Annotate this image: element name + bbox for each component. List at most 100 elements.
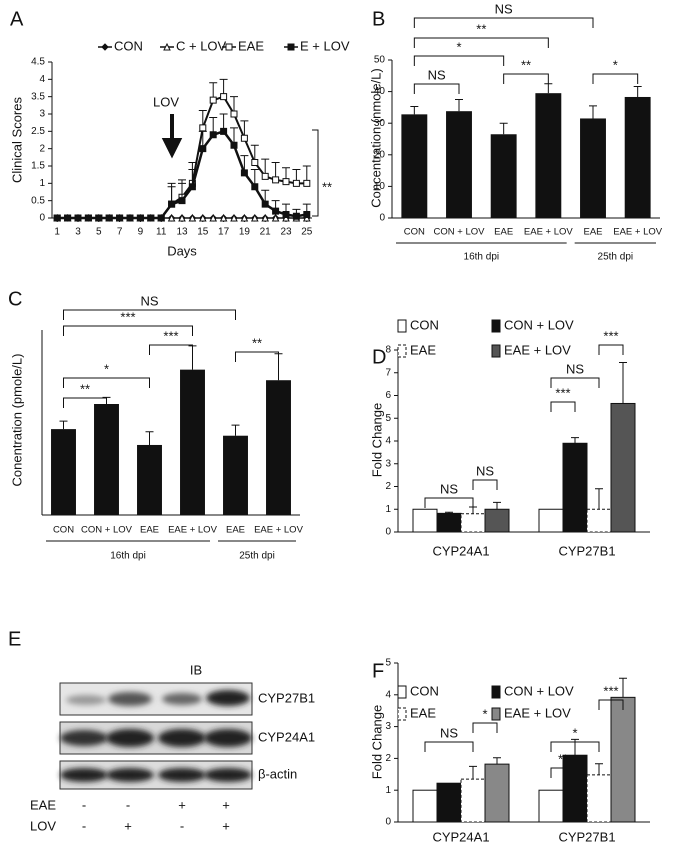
error-bar [544, 83, 553, 94]
significance-bracket [63, 377, 150, 388]
data-point [261, 200, 269, 208]
data-point [219, 213, 228, 222]
y-tick-label: 0.5 [31, 195, 45, 206]
error-bar [145, 431, 154, 445]
x-axis-label: Days [167, 243, 197, 258]
band [158, 729, 206, 747]
legend-swatch [491, 685, 501, 699]
data-point [136, 214, 144, 222]
significance-bracket [592, 73, 639, 84]
significance-label: NS [440, 725, 458, 740]
y-tick-label: 50 [374, 55, 386, 66]
condition-sign: - [180, 818, 184, 833]
error-bar [469, 765, 477, 780]
error-bar [493, 501, 501, 510]
significance-label: NS [476, 463, 494, 478]
bar [538, 789, 564, 823]
y-axis-label: Concentration (nmole/L) [368, 68, 383, 207]
legend-swatch [397, 344, 407, 358]
bar [538, 508, 564, 533]
error-bar [455, 99, 463, 112]
y-tick-label: 4 [385, 689, 391, 700]
legend-label: CON + LOV [504, 317, 574, 332]
significance-label: NS [140, 293, 158, 308]
band-label: CYP24A1 [258, 729, 315, 744]
data-point [126, 214, 134, 222]
legend-marker [163, 42, 171, 51]
bar [223, 435, 248, 515]
panel-letter: F [372, 660, 384, 682]
error-bar [571, 437, 579, 444]
data-point [209, 96, 217, 104]
significance-label: ** [80, 381, 90, 396]
y-axis-label: Fold Change [369, 403, 384, 477]
data-point [272, 207, 280, 215]
bar [586, 508, 612, 533]
panel-letter: B [372, 8, 385, 30]
data-point [84, 214, 92, 222]
data-point [303, 179, 311, 187]
significance-label: * [104, 361, 109, 376]
legend-label: C + LOV [176, 38, 227, 53]
legend-marker [225, 43, 233, 51]
y-tick-label: 30 [374, 118, 386, 129]
data-point [95, 214, 103, 222]
data-point [230, 141, 238, 149]
bar [436, 782, 462, 823]
x-tick-label: EAE + LOV [613, 227, 663, 238]
significance-label: *** [603, 328, 618, 343]
data-point [53, 214, 61, 222]
data-point [116, 214, 124, 222]
significance-label: * [456, 39, 461, 54]
band [108, 692, 152, 706]
significance-bracket [598, 699, 624, 710]
error-bar [633, 86, 642, 97]
y-tick-label: 3.5 [31, 91, 45, 102]
annotation: LOV [153, 94, 179, 109]
bar [412, 789, 438, 823]
legend-swatch [491, 344, 501, 358]
band [162, 693, 202, 705]
significance-bracket [598, 344, 624, 355]
bar [436, 512, 462, 533]
x-tick-label: 25 [301, 227, 313, 238]
significance-label: ** [252, 335, 262, 350]
significance-label: *** [603, 683, 618, 698]
data-point [157, 214, 165, 222]
significance-label: * [572, 725, 577, 740]
x-tick-label: EAE + LOV [168, 525, 218, 536]
bar [137, 444, 162, 515]
significance-bracket [63, 309, 236, 320]
legend-label: E + LOV [300, 38, 350, 53]
bar [460, 513, 486, 533]
data-point [167, 213, 176, 222]
significance-bracket [63, 397, 107, 408]
y-tick-label: 1 [39, 178, 45, 189]
significance-bracket [149, 344, 193, 355]
bar [580, 118, 606, 218]
data-point [240, 134, 248, 142]
x-tick-label: 1 [54, 227, 60, 238]
significance-bracket [413, 17, 594, 28]
significance-label: ** [476, 21, 486, 36]
band [204, 768, 252, 782]
bar [460, 778, 486, 823]
bar [490, 134, 517, 218]
significance-bracket [503, 73, 549, 84]
legend-label: EAE + LOV [504, 705, 571, 720]
legend-label: EAE + LOV [504, 342, 571, 357]
legend-swatch [397, 685, 407, 699]
y-axis-label: Conentration (pmole/L) [9, 354, 24, 487]
x-tick-label: CYP27B1 [558, 543, 615, 558]
legend-label: EAE [410, 705, 436, 720]
significance-bracket [413, 83, 460, 94]
legend-swatch [397, 707, 407, 721]
x-tick-label: CON + LOV [434, 227, 486, 238]
x-tick-label: 7 [117, 227, 123, 238]
y-tick-label: 1 [385, 785, 391, 796]
y-tick-label: 5 [385, 658, 391, 669]
data-point [168, 200, 176, 208]
significance-label: *** [163, 328, 178, 343]
data-point [209, 131, 217, 139]
x-tick-label: 21 [260, 227, 272, 238]
